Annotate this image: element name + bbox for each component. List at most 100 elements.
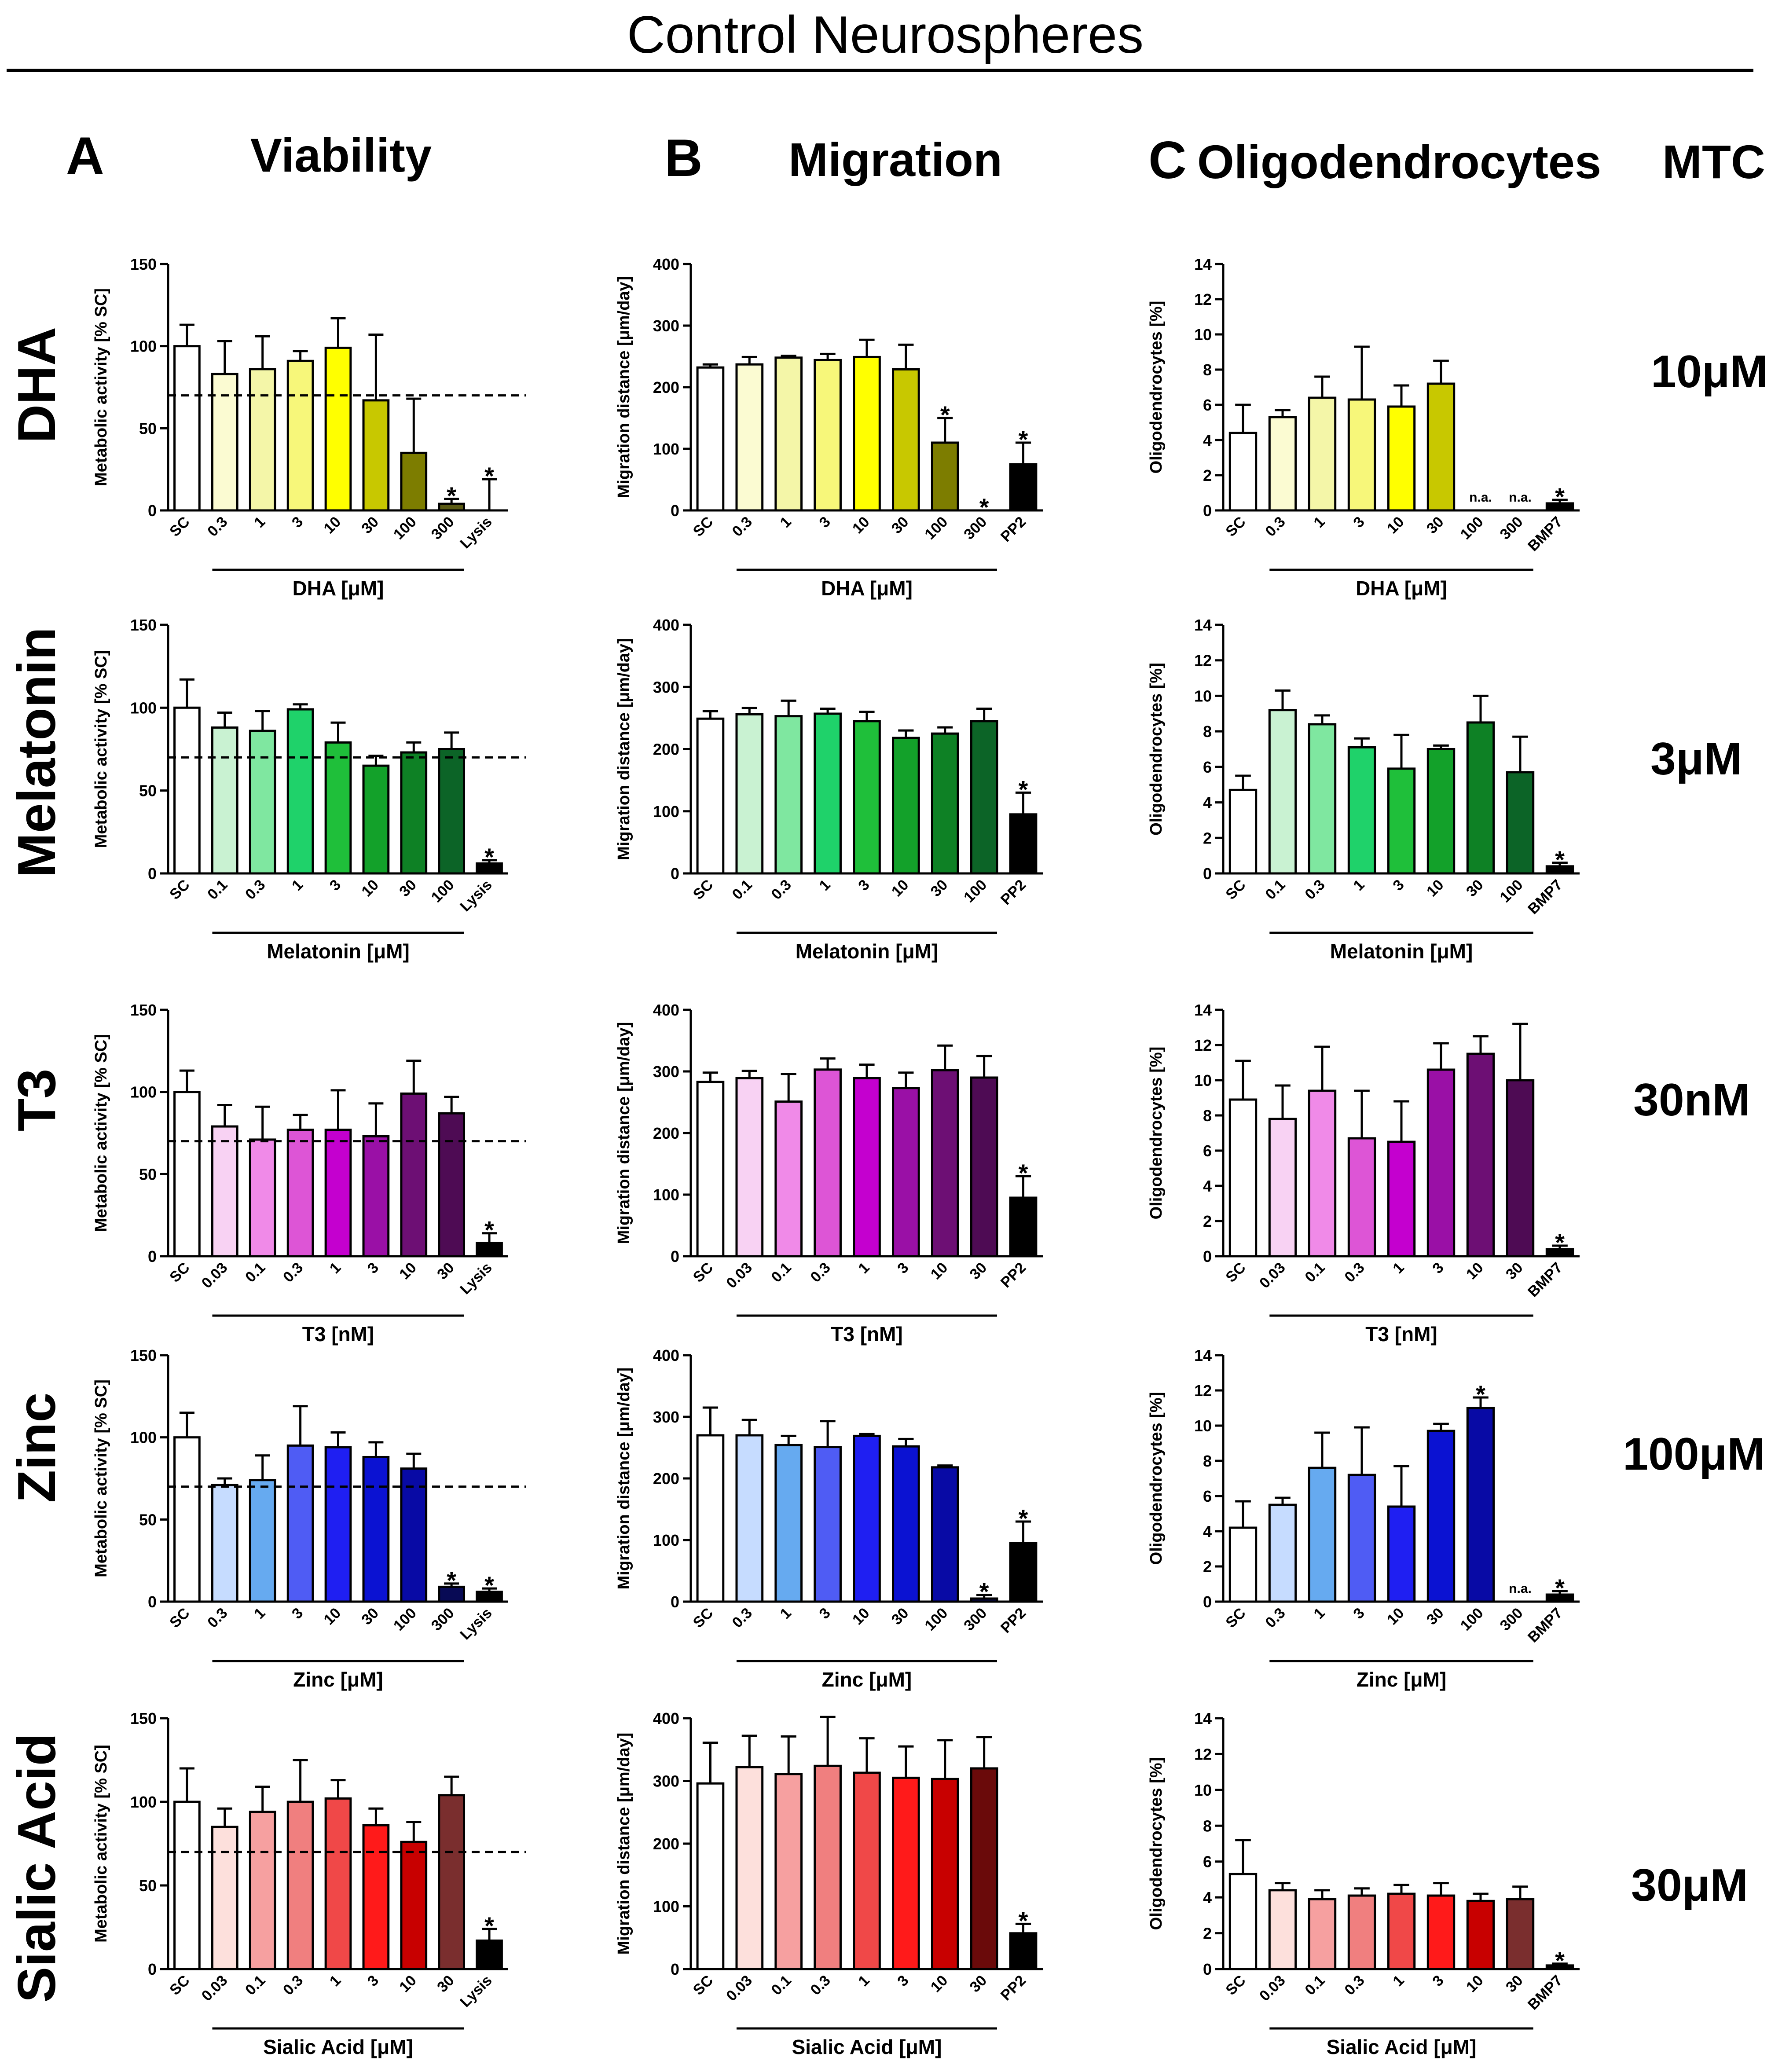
- significance-star: *: [484, 843, 494, 871]
- bar: [1347, 1137, 1376, 1258]
- y-tick-label: 300: [653, 317, 679, 335]
- bar: [1268, 1118, 1297, 1258]
- x-tick-label: 3: [894, 1972, 912, 1990]
- bar: [1387, 1505, 1416, 1603]
- x-tick-label: 10: [849, 513, 873, 537]
- x-tick-label: 0.3: [204, 1605, 231, 1631]
- x-tick-label: 10: [396, 1972, 420, 1996]
- bar: [774, 1444, 803, 1603]
- bar: [173, 706, 201, 875]
- bar: [1009, 1542, 1038, 1603]
- y-tick-label: 400: [653, 616, 679, 634]
- x-tick-label: 100: [1497, 876, 1526, 906]
- x-tick-label: 10: [1423, 876, 1447, 900]
- bar: [211, 1826, 238, 1970]
- bar: [1009, 1932, 1038, 1970]
- x-tick-label: 0.1: [1262, 876, 1288, 903]
- significance-star: *: [1555, 1229, 1565, 1256]
- y-tick-label: 0: [1203, 865, 1212, 883]
- y-tick-label: 14: [1194, 255, 1212, 273]
- x-tick-label: SC: [1222, 876, 1249, 903]
- y-tick-label: 400: [653, 255, 679, 273]
- y-axis-label: Migration distance [μm/day]: [615, 1022, 633, 1244]
- bar: [1466, 721, 1495, 875]
- x-tick-label: 30: [1503, 1972, 1526, 1996]
- x-tick-label: 0.1: [1302, 1259, 1328, 1286]
- group-label: T3 [nM]: [1365, 1323, 1437, 1346]
- x-tick-label: 10: [321, 513, 345, 537]
- y-tick-label: 8: [1203, 361, 1212, 379]
- x-tick-label: 100: [1457, 1605, 1487, 1634]
- x-tick-label: 100: [390, 1605, 420, 1634]
- y-tick-label: 2: [1203, 1925, 1212, 1943]
- group-label: DHA [μM]: [1356, 577, 1447, 600]
- y-tick-label: 50: [139, 419, 157, 437]
- y-tick-label: 0: [148, 1247, 157, 1265]
- y-tick-label: 150: [130, 255, 157, 273]
- x-tick-label: 1: [1390, 1259, 1407, 1277]
- bar: [1268, 1504, 1297, 1603]
- bar: [1228, 432, 1258, 512]
- column-a-letter: A: [66, 126, 104, 185]
- bar: [892, 1776, 920, 1970]
- x-tick-label: 100: [1457, 513, 1487, 543]
- bar: [1426, 1430, 1456, 1603]
- bar: [853, 1434, 881, 1603]
- y-tick-label: 300: [653, 1408, 679, 1426]
- significance-star: *: [447, 482, 456, 510]
- x-tick-label: 1: [816, 876, 834, 894]
- y-tick-label: 150: [130, 616, 157, 634]
- x-tick-label: 30: [888, 1605, 912, 1628]
- x-tick-label: 10: [849, 1605, 873, 1628]
- x-tick-label: BMP7: [1525, 513, 1566, 555]
- y-tick-label: 100: [653, 440, 679, 458]
- y-tick-label: 400: [653, 1001, 679, 1019]
- bar: [814, 1068, 842, 1258]
- bar: [1347, 746, 1376, 875]
- bar: [286, 1801, 314, 1970]
- mtc-dha: 10μM: [1651, 346, 1768, 397]
- y-axis-label: Metabolic activity [% SC]: [92, 1034, 110, 1232]
- x-tick-label: 1: [251, 1605, 268, 1622]
- x-tick-label: SC: [166, 1972, 193, 1999]
- figure-title: Control Neurospheres: [627, 5, 1144, 64]
- bar: [1228, 1873, 1258, 1970]
- x-tick-label: SC: [1222, 1605, 1249, 1631]
- x-tick-label: SC: [690, 1259, 716, 1286]
- y-tick-label: 4: [1203, 794, 1212, 812]
- x-tick-label: 3: [816, 1605, 834, 1622]
- bar: [324, 741, 352, 875]
- y-tick-label: 6: [1203, 1487, 1212, 1505]
- x-tick-label: 10: [1384, 513, 1408, 537]
- bar: [1308, 1467, 1337, 1603]
- x-tick-label: 100: [921, 513, 951, 543]
- bar: [211, 1484, 238, 1603]
- y-axis-label: Migration distance [μm/day]: [615, 638, 633, 860]
- bar: [1228, 1098, 1258, 1258]
- x-tick-label: 0.03: [1256, 1259, 1289, 1292]
- y-tick-label: 0: [148, 1960, 157, 1978]
- bar: [853, 720, 881, 875]
- x-tick-label: Lysis: [457, 513, 495, 552]
- x-tick-label: 0.1: [768, 1259, 795, 1286]
- y-tick-label: 0: [1203, 1247, 1212, 1265]
- x-tick-label: BMP7: [1525, 1259, 1566, 1301]
- y-axis-label: Oligodendrocytes [%]: [1147, 1047, 1166, 1220]
- y-axis-label: Oligodendrocytes [%]: [1147, 1392, 1166, 1565]
- bar: [1506, 1898, 1535, 1970]
- x-tick-label: 3: [364, 1259, 382, 1277]
- y-tick-label: 200: [653, 741, 679, 759]
- y-tick-label: 14: [1194, 616, 1212, 634]
- y-axis-label: Metabolic activity [% SC]: [92, 1379, 110, 1577]
- bar: [249, 1138, 276, 1258]
- y-tick-label: 50: [139, 1511, 157, 1529]
- bar: [774, 715, 803, 875]
- x-tick-label: 30: [396, 876, 420, 900]
- x-tick-label: 1: [855, 1259, 873, 1277]
- y-tick-label: 100: [130, 1429, 157, 1447]
- bar: [324, 1797, 352, 1970]
- x-tick-label: SC: [166, 876, 193, 903]
- chart-zinc-viability: 0 50 100 150 Metabolic activity [% SC] SC 0.3 1…: [92, 1346, 526, 1691]
- y-tick-label: 10: [1194, 326, 1212, 344]
- x-tick-label: PP2: [997, 1605, 1029, 1636]
